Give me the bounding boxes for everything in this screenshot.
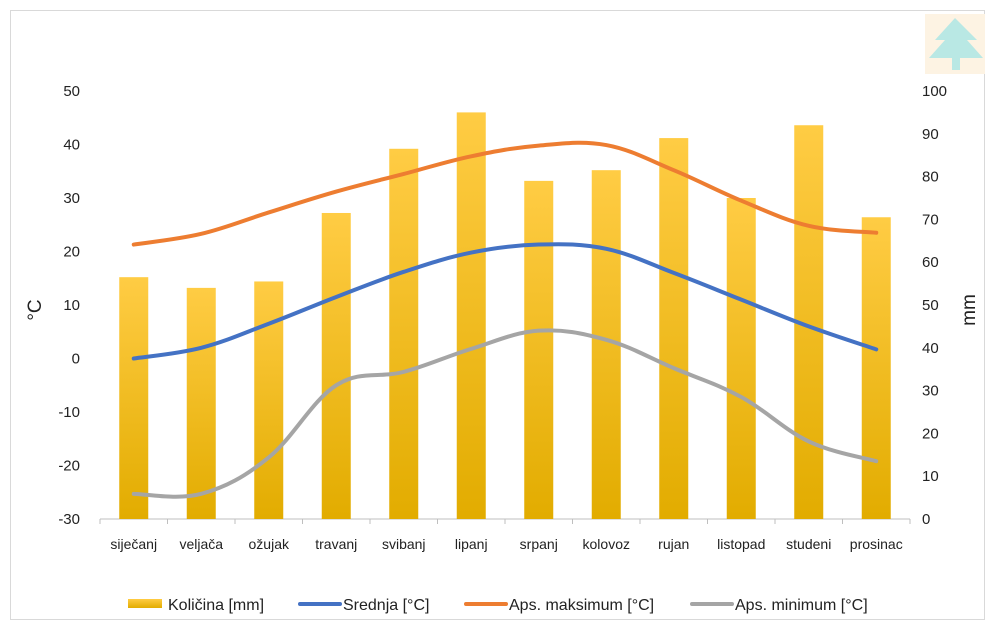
legend-label: Količina [mm] (168, 597, 264, 614)
y-left-tick-label: 40 (63, 137, 80, 154)
legend: Količina [mm] Srednja [°C] Aps. maksimum [… (128, 597, 868, 614)
x-tick-label: listopad (717, 536, 765, 552)
legend-label: Srednja [°C] (343, 597, 429, 614)
y-right-axis-title: mm (959, 294, 980, 326)
y-left-tick-label: -10 (58, 404, 80, 421)
y-right-tick-label: 10 (922, 468, 939, 485)
y-right-tick-label: 0 (922, 511, 930, 528)
legend-label: Aps. minimum [°C] (735, 597, 868, 614)
y-right-tick-label: 50 (922, 297, 939, 314)
y-left-axis-title: °C (25, 299, 46, 320)
line-series (131, 140, 879, 499)
x-tick-label: prosinac (850, 536, 903, 552)
x-tick-label: veljača (179, 536, 223, 552)
x-tick-label: studeni (786, 536, 831, 552)
bar-ožujak (254, 281, 284, 519)
x-tick-label: travanj (315, 536, 357, 552)
y-left-tick-label: -30 (58, 511, 80, 528)
bar-prosinac (861, 217, 891, 519)
bar-travanj (321, 212, 351, 520)
y-right-tick-label: 90 (922, 126, 939, 143)
y-left-tick-label: -20 (58, 458, 80, 475)
y-right-tick-label: 100 (922, 83, 947, 100)
y-left-tick-label: 0 (72, 351, 80, 368)
legend-label: Aps. maksimum [°C] (509, 597, 654, 614)
bar-siječanj (119, 277, 149, 519)
x-tick-label: rujan (658, 536, 689, 552)
bar-rujan (659, 138, 689, 519)
x-tick-label: svibanj (382, 536, 426, 552)
legend-swatch-bar (128, 599, 162, 608)
y-right-tick-label: 60 (922, 254, 939, 271)
y-right-tick-label: 30 (922, 383, 939, 400)
line-Srednja [°C] (131, 242, 879, 361)
axes (99, 518, 911, 524)
bar-lipanj (456, 112, 486, 520)
bar-veljača (186, 287, 216, 519)
x-tick-label: ožujak (249, 536, 290, 552)
bar-series (119, 112, 891, 520)
bar-svibanj (389, 148, 419, 519)
y-left-tick-label: 20 (63, 244, 80, 261)
x-tick-label: lipanj (455, 536, 488, 552)
y-left-tick-label: 10 (63, 297, 80, 314)
x-tick-label: kolovoz (583, 536, 630, 552)
tree-logo-icon (925, 14, 985, 74)
y-right-tick-label: 80 (922, 169, 939, 186)
tick-labels: 50403020100-10-20-3010090807060504030201… (25, 83, 980, 552)
y-right-tick-label: 70 (922, 211, 939, 228)
bar-listopad (726, 198, 756, 519)
y-right-tick-label: 20 (922, 425, 939, 442)
x-tick-label: siječanj (110, 536, 157, 552)
x-tick-label: srpanj (520, 536, 558, 552)
y-left-tick-label: 50 (63, 83, 80, 100)
line-Aps. minimum [°C] (131, 328, 879, 499)
line-Aps. maksimum [°C] (131, 140, 879, 247)
y-right-tick-label: 40 (922, 340, 939, 357)
y-left-tick-label: 30 (63, 190, 80, 207)
bar-srpanj (524, 180, 554, 519)
